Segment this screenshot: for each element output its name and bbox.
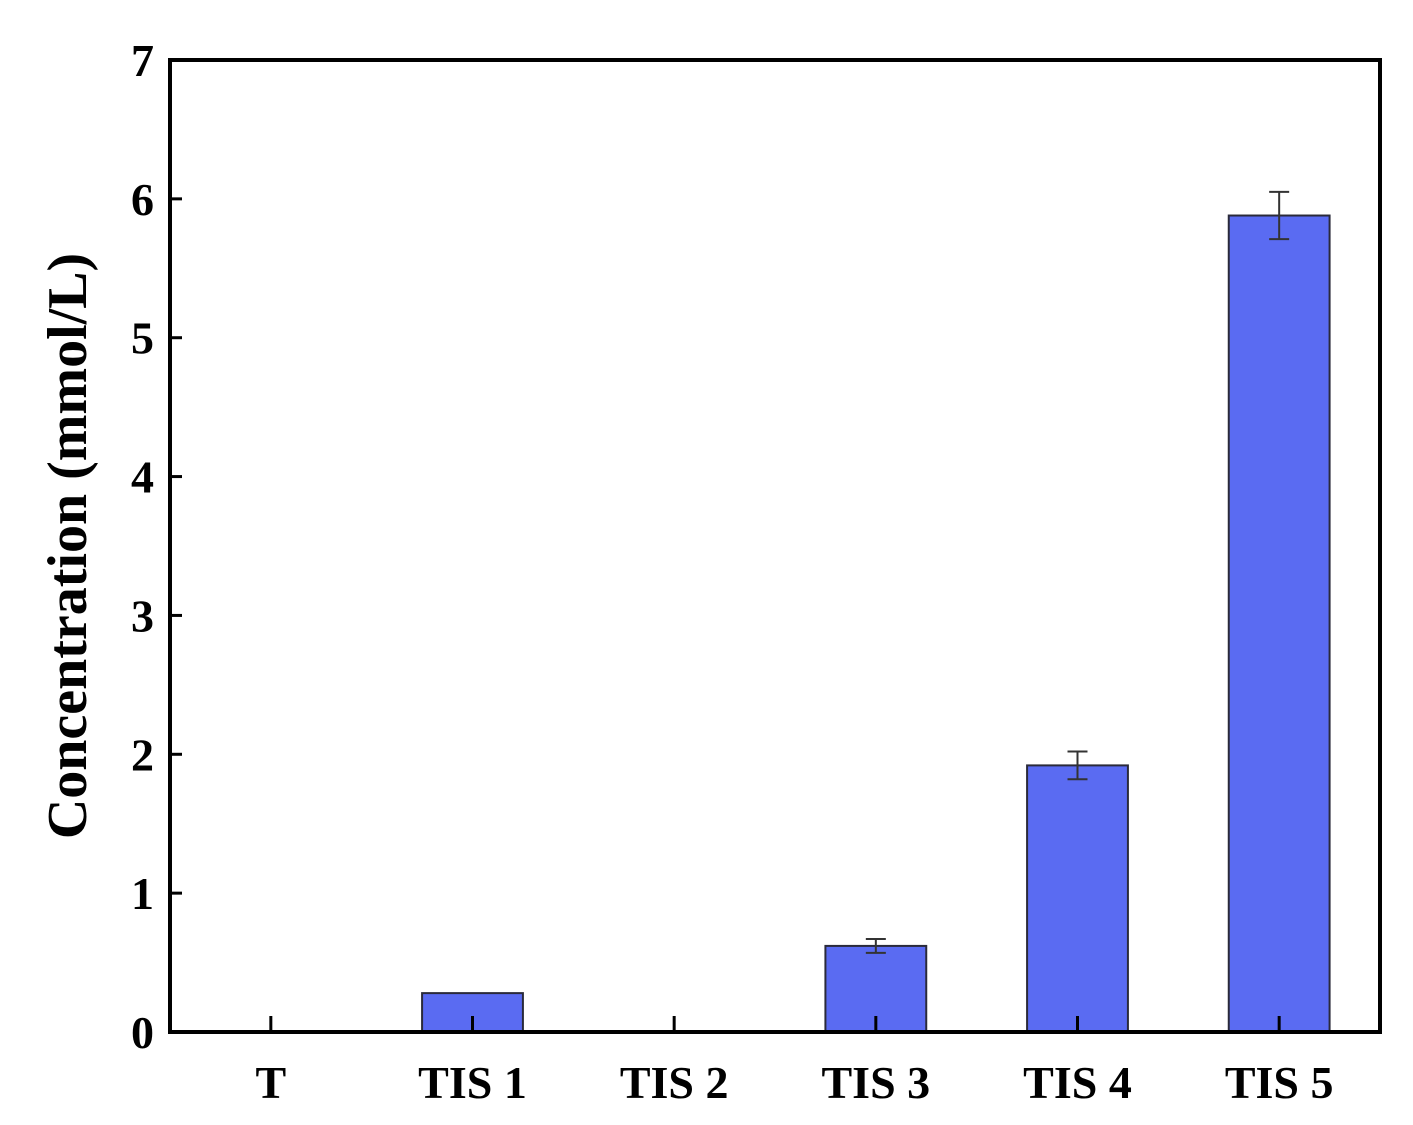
y-tick-label: 7 — [131, 35, 154, 86]
y-tick-label: 6 — [131, 174, 154, 225]
x-tick-label: TIS 5 — [1225, 1057, 1334, 1108]
x-tick-label: TIS 3 — [821, 1057, 930, 1108]
bar — [1227, 214, 1331, 1033]
y-tick-label: 0 — [131, 1007, 154, 1058]
y-axis-title: Concentration (mmol/L) — [37, 253, 99, 839]
x-axis-ticks: T TIS 1 TIS 2 TIS 3 TIS 4 TIS 5 — [255, 1016, 1334, 1108]
x-tick-label: TIS 4 — [1023, 1057, 1132, 1108]
y-tick-label: 3 — [131, 590, 154, 641]
x-tick-label: TIS 2 — [620, 1057, 729, 1108]
x-tick-label: TIS 1 — [418, 1057, 527, 1108]
y-tick-label: 4 — [131, 452, 154, 503]
error-bars-layer — [865, 190, 1290, 954]
y-axis-ticks: 0 1 2 3 4 5 6 7 — [131, 35, 182, 1058]
bar — [1026, 764, 1129, 1033]
x-tick-label: T — [255, 1057, 286, 1108]
y-tick-label: 1 — [131, 868, 154, 919]
bars-layer — [421, 214, 1331, 1033]
y-tick-label: 5 — [131, 313, 154, 364]
plot-frame — [168, 58, 1382, 1034]
y-tick-label: 2 — [131, 729, 154, 780]
